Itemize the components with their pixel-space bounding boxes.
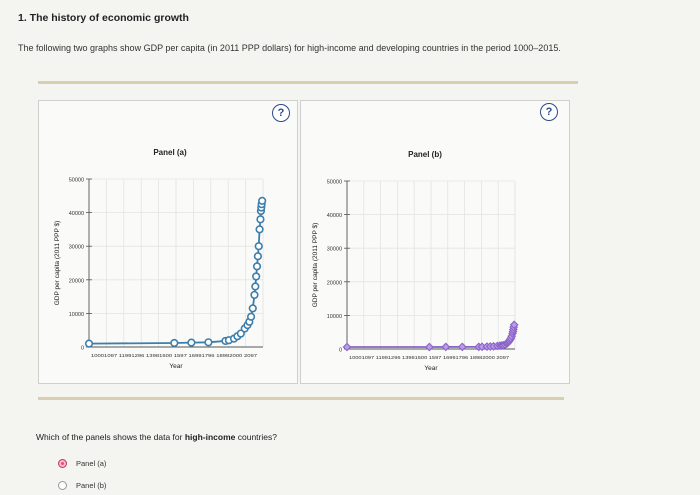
data-point — [457, 342, 467, 352]
y-tick-label: 40000 — [69, 211, 84, 217]
data-point — [187, 338, 196, 347]
data-point — [254, 242, 263, 251]
divider-top — [38, 81, 578, 84]
question-suffix: countries? — [235, 432, 277, 442]
question-prefix: Which of the panels shows the data for — [36, 432, 185, 442]
question-title: 1. The history of economic growth — [18, 12, 189, 24]
question-emphasis: high-income — [184, 432, 236, 442]
data-point — [250, 290, 259, 300]
divider-bottom — [38, 397, 564, 400]
y-tick-label: 0 — [339, 348, 342, 354]
option-panel-a-label[interactable]: Panel (a) — [76, 459, 107, 468]
data-point — [255, 225, 264, 234]
data-point — [252, 262, 262, 271]
option-panel-b[interactable]: Panel (b) — [58, 481, 106, 490]
option-panel-a[interactable]: Panel (a) — [58, 459, 106, 468]
data-point — [441, 342, 451, 352]
panel-a-card: ? Panel (a) 0 10000 20000 30000 40000 50000 100… — [38, 100, 298, 384]
y-tick-label: 50000 — [327, 180, 342, 186]
data-point — [246, 312, 256, 321]
y-tick-label: 30000 — [69, 245, 84, 251]
y-axis-label: GDP per capita (2011 PPP $) — [54, 221, 61, 306]
y-axis-label: GDP per capita (2011 PPP $) — [312, 223, 319, 308]
data-point — [256, 215, 265, 224]
y-tick-label: 20000 — [327, 280, 342, 286]
data-point — [248, 304, 257, 313]
option-panel-b-label[interactable]: Panel (b) — [76, 481, 107, 490]
data-point — [253, 252, 262, 261]
y-tick-label: 50000 — [69, 178, 84, 184]
series-line — [88, 200, 264, 345]
y-tick-label: 10000 — [69, 312, 84, 318]
data-point — [342, 342, 352, 352]
data-point — [251, 282, 260, 291]
x-tick-labels: 10001097 11991296 13981500 1597 16991796… — [91, 353, 258, 358]
radio-panel-a[interactable] — [58, 459, 67, 468]
data-point — [84, 339, 94, 348]
y-tick-label: 10000 — [327, 314, 342, 320]
data-point — [424, 342, 434, 352]
help-icon[interactable]: ? — [272, 104, 290, 122]
chart-title: Panel (b) — [408, 150, 442, 159]
radio-panel-b[interactable] — [58, 481, 67, 490]
question-text: Which of the panels shows the data for h… — [36, 432, 277, 442]
data-point — [204, 338, 213, 347]
help-icon[interactable]: ? — [540, 103, 558, 121]
data-point — [509, 320, 519, 330]
chart-panel-b: Panel (b) 0 10000 20000 30000 40000 50000 10001… — [312, 150, 519, 372]
y-tick-label: 20000 — [69, 278, 84, 284]
x-axis-label: Year — [169, 363, 183, 370]
data-point — [252, 272, 261, 281]
intro-text: The following two graphs show GDP per ca… — [18, 43, 561, 53]
data-point — [258, 196, 267, 205]
panel-b-card: ? Panel (b) 0 10000 20000 30000 40000 50000 100… — [300, 100, 570, 384]
y-tick-label: 40000 — [327, 213, 342, 219]
y-tick-label: 30000 — [327, 247, 342, 253]
y-tick-label: 0 — [81, 346, 84, 352]
chart-title: Panel (a) — [153, 148, 187, 157]
chart-panel-a: Panel (a) 0 10000 20000 30000 40000 50000 10001… — [54, 148, 267, 370]
x-tick-labels: 10001097 11991296 13981500 1597 16991796… — [349, 355, 510, 360]
data-point — [170, 338, 179, 348]
x-axis-label: Year — [424, 365, 438, 372]
